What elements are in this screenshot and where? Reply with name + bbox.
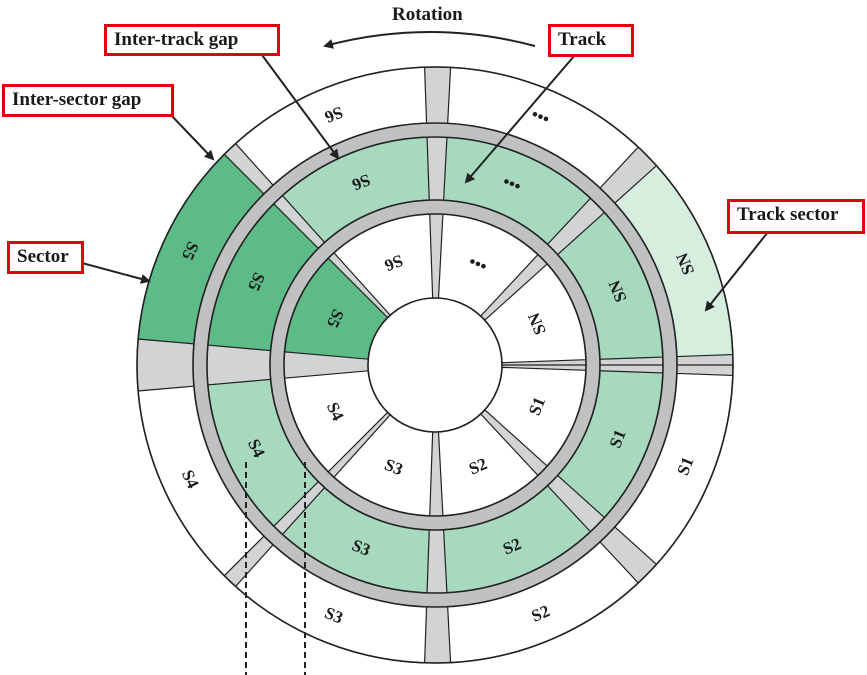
middle-track-inner-edge — [269, 199, 601, 531]
spindle-hole — [367, 297, 503, 433]
track-callout: Track — [548, 24, 634, 57]
rotation-arrow — [323, 31, 536, 49]
outer-label-6: ••• — [529, 104, 553, 128]
middle-label-2: S3 — [349, 535, 373, 559]
inner-track-outer-edge — [283, 213, 587, 517]
inter-track-gap-callout: Inter-track gap — [104, 24, 280, 56]
inner-label-5: S6 — [382, 251, 406, 275]
inter-track-gap-1 — [193, 123, 677, 607]
inner-label-6: ••• — [466, 251, 490, 275]
inner-label-2: S3 — [382, 455, 406, 479]
outer-label-2: S3 — [322, 603, 346, 627]
disk-rings — [136, 66, 734, 664]
outer-track-inner-edge — [192, 122, 678, 608]
inter-sector-gap-arrow — [169, 113, 215, 161]
inter-sector-gap-callout: Inter-sector gap — [2, 84, 174, 117]
inter-track-gap-2 — [270, 200, 600, 530]
annotation-arrows — [81, 31, 769, 675]
track-sector-callout: Track sector — [727, 199, 865, 234]
middle-label-5: S6 — [349, 170, 373, 194]
middle-label-1: S2 — [500, 534, 524, 559]
sector-callout: Sector — [7, 241, 84, 274]
outer-label-5: S6 — [322, 102, 346, 126]
sector-arrow — [81, 262, 151, 284]
disk-outer-edge — [136, 66, 734, 664]
inter-track-gap-arrow — [261, 54, 340, 160]
track-sector-arrow — [704, 231, 769, 312]
inner-label-1: S2 — [466, 454, 490, 479]
middle-label-6: ••• — [500, 171, 524, 195]
outer-label-1: S2 — [529, 601, 553, 626]
inner-label-0: S1 — [525, 394, 549, 418]
middle-label-0: S1 — [605, 427, 629, 451]
track-arrow — [464, 54, 576, 184]
middle-track-outer-edge — [206, 136, 664, 594]
rotation-label: Rotation — [392, 4, 463, 25]
outer-label-0: S1 — [673, 454, 697, 478]
